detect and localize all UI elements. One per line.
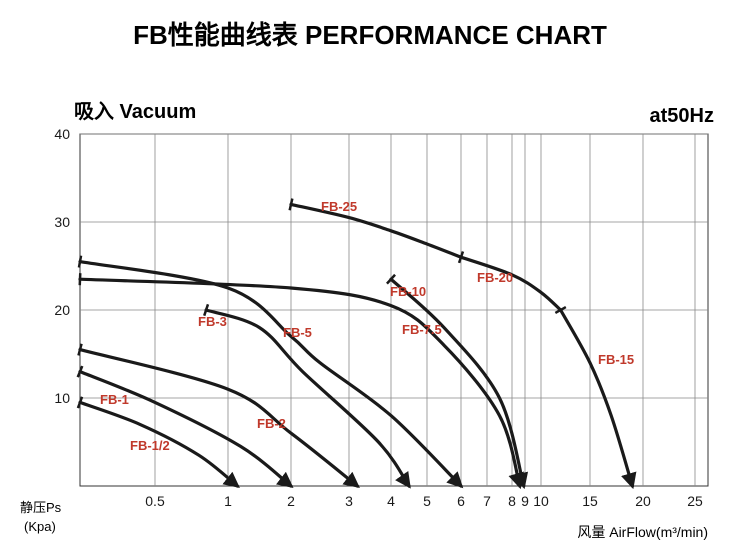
curve-start-tick [77,255,83,268]
x-tick-label: 2 [287,493,295,509]
x-tick-label: 6 [457,493,465,509]
curve-fb-2 [78,348,360,488]
curve-label-fb-25: FB-25 [321,199,357,214]
curve-label-fb-2: FB-2 [257,416,286,431]
curve-fb-3 [204,308,411,489]
frequency-label: at50Hz [650,105,714,127]
x-tick-label: 1 [224,493,232,509]
curve-start-tick [76,396,84,409]
x-tick-label: 20 [635,493,651,509]
x-tick-label: 10 [533,493,549,509]
curve-fb-1 [78,370,294,488]
curve-labels: FB-1/2 FB-1 FB-2 FB-3 FB-5 FB-7.5 FB-10 FB-25 FB… [100,199,634,453]
x-tick-label: 9 [521,493,529,509]
grid [79,133,709,487]
curve-start-tick [76,365,84,378]
x-tick-label: 3 [345,493,353,509]
y-tick-label: 20 [54,302,70,318]
curve-start-tick [386,273,396,285]
y-axis-label: 静压Ps [20,500,62,515]
x-tick-label: 15 [582,493,598,509]
curve-fb-7-5 [78,277,524,490]
curve-label-fb-1-2: FB-1/2 [130,438,170,453]
x-tick-label: 5 [423,493,431,509]
curve-start-tick [77,343,83,356]
curve-label-fb-7-5: FB-7.5 [402,322,442,337]
x-axis-label: 风量 AirFlow(m³/min) [577,524,708,540]
y-tick-label: 30 [54,214,70,230]
curve-fb-10 [389,277,529,490]
curve-label-fb-20: FB-20 [477,270,513,285]
x-tick-label: 25 [687,493,703,509]
curve-fb-5 [78,260,464,489]
curve-label-fb-3: FB-3 [198,314,227,329]
x-tick-label: 0.5 [145,493,165,509]
curve-fb-20 [459,255,563,312]
curve-label-fb-5: FB-5 [283,325,312,340]
y-axis-ticks: 10 20 30 40 [54,126,70,406]
curve-label-fb-1: FB-1 [100,392,129,407]
curve-label-fb-10: FB-10 [390,284,426,299]
left-subtitle: 吸入 Vacuum [74,100,196,123]
x-tick-label: 7 [483,493,491,509]
y-tick-label: 40 [54,126,70,142]
performance-curves [76,198,637,490]
curve-start-tick [203,303,210,317]
y-tick-label: 10 [54,390,70,406]
curve-fb-15 [559,308,637,490]
y-axis-unit: (Kpa) [24,519,56,534]
curve-start-tick [457,251,465,264]
chart-title: FB性能曲线表 PERFORMANCE CHART [133,20,607,50]
curve-start-tick [288,198,294,211]
x-axis-ticks: 0.5 1 2 3 4 5 6 7 8 9 10 15 20 25 [145,493,703,509]
curve-fb-25 [289,202,463,259]
x-tick-label: 4 [387,493,395,509]
curve-fb-1-2 [78,400,240,488]
x-tick-label: 8 [508,493,516,509]
curve-start-tick [554,305,567,315]
curve-label-fb-15: FB-15 [598,352,634,367]
curve-start-tick [78,273,82,286]
